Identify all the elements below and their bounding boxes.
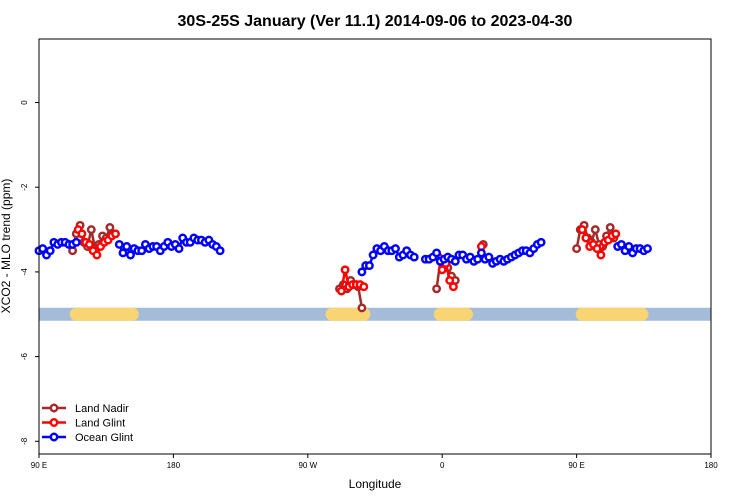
y-tick-label: -6 <box>20 352 29 360</box>
data-point <box>484 252 494 262</box>
legend-item: Land Glint <box>42 418 125 430</box>
x-tick-label: 180 <box>704 461 718 470</box>
y-tick-label: -8 <box>20 437 29 445</box>
data-point <box>364 261 374 271</box>
x-axis-label: Longitude <box>349 477 402 491</box>
data-point <box>368 250 378 260</box>
y-tick-label: -4 <box>20 268 29 276</box>
x-tick-label: 180 <box>167 461 181 470</box>
data-point <box>572 244 582 254</box>
y-tick-label: 0 <box>20 100 29 105</box>
data-point <box>77 229 87 239</box>
data-point <box>448 282 458 292</box>
data-point <box>118 248 128 258</box>
y-tick-label: -2 <box>20 183 29 191</box>
data-point <box>476 248 486 258</box>
x-tick-label: 0 <box>440 461 445 470</box>
series-ocean-glint <box>34 233 652 277</box>
data-point <box>71 237 81 247</box>
plot-frame <box>38 38 712 455</box>
data-point <box>359 282 369 292</box>
legend-item: Land Nadir <box>42 403 129 415</box>
data-point <box>590 225 600 235</box>
legend-marker <box>49 432 59 442</box>
data-point <box>122 242 132 251</box>
data-point <box>84 239 94 249</box>
legend-label: Land Glint <box>75 418 125 430</box>
data-point <box>126 250 135 260</box>
legend-marker <box>49 418 59 427</box>
data-point <box>86 225 96 235</box>
data-point <box>92 250 102 260</box>
data-point <box>409 252 419 262</box>
legend-label: Ocean Glint <box>75 432 133 444</box>
data-point <box>596 250 606 260</box>
data-point <box>536 237 546 247</box>
data-point <box>577 225 587 235</box>
data-point <box>174 244 184 254</box>
series-land-glint <box>73 225 621 296</box>
y-axis: 0 -2 -4 -6 -8 <box>20 100 39 445</box>
data-point <box>624 242 634 251</box>
chart-title: 30S-25S January (Ver 11.1) 2014-09-06 to… <box>178 13 573 30</box>
legend-marker <box>49 403 59 413</box>
data-point <box>340 265 350 275</box>
data-point <box>432 284 442 294</box>
data-point <box>437 265 447 275</box>
data-point <box>616 239 626 249</box>
data-point <box>432 248 442 258</box>
x-tick-label: 90 W <box>298 461 317 470</box>
legend-label: Land Nadir <box>75 403 129 415</box>
legend-item: Ocean Glint <box>42 432 133 444</box>
x-tick-label: 90 E <box>31 461 47 470</box>
data-point <box>592 244 602 254</box>
data-point <box>357 267 367 277</box>
legend: Land Nadir Land Glint Ocean Glint <box>42 403 133 444</box>
data-point <box>45 246 55 256</box>
x-axis: 90 E 180 90 W 0 90 E 180 <box>31 454 718 470</box>
data-point <box>111 229 120 239</box>
data-point <box>611 229 621 239</box>
data-point <box>391 244 400 254</box>
data-point <box>105 222 115 232</box>
data-point <box>137 246 147 256</box>
y-axis-label: XCO2 - MLO trend (ppm) <box>0 179 13 314</box>
data-point <box>643 244 652 254</box>
data-point <box>605 222 615 232</box>
data-point <box>357 303 367 313</box>
data-point <box>114 239 124 249</box>
series-layer <box>34 220 652 313</box>
data-point <box>581 233 591 243</box>
data-point <box>450 256 460 266</box>
data-point <box>445 275 455 285</box>
data-point <box>215 246 225 256</box>
data-point <box>336 286 346 296</box>
x-tick-label: 90 E <box>568 461 584 470</box>
